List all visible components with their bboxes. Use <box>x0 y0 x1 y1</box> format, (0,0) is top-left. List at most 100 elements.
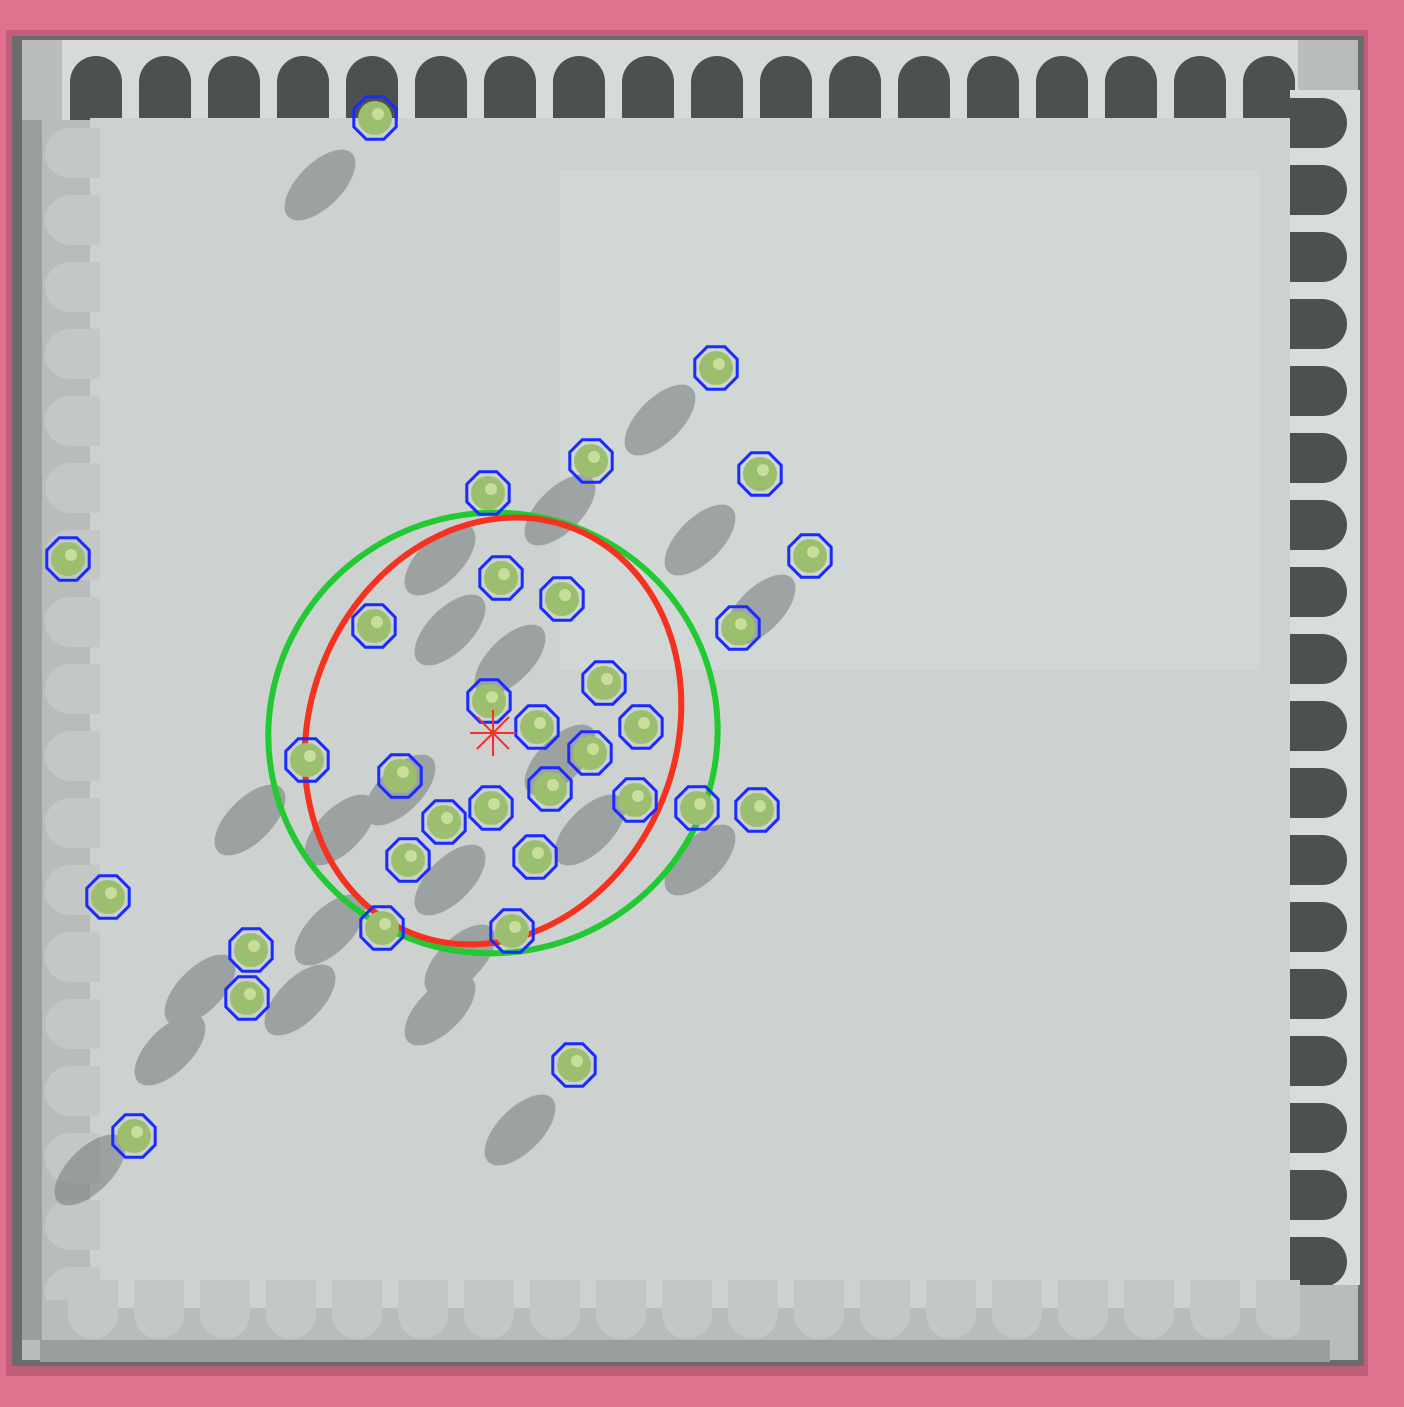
bottom-wall-gap <box>40 1340 1330 1362</box>
organism-marker <box>514 704 560 750</box>
organism-marker <box>715 605 761 651</box>
organism-markers <box>45 95 833 1159</box>
marker-ring <box>693 345 739 391</box>
organism-marker <box>352 95 398 141</box>
organism-highlight <box>559 589 571 601</box>
left-wall-gap <box>22 120 42 1340</box>
marker-ring <box>551 1042 597 1088</box>
organism-highlight <box>757 464 769 476</box>
marker-ring <box>567 730 613 776</box>
marker-ring <box>618 704 664 750</box>
organism-marker <box>489 908 535 954</box>
organism-highlight <box>588 451 600 463</box>
organism-marker <box>512 834 558 880</box>
marker-ring <box>385 837 431 883</box>
organism-marker <box>478 555 524 601</box>
organism-highlight <box>571 1055 583 1067</box>
organism-marker <box>734 787 780 833</box>
outer-spread-ellipse <box>265 509 721 957</box>
organism-highlight <box>379 918 391 930</box>
bottom-scallop-strip <box>60 1280 1300 1350</box>
marker-ring <box>351 603 397 649</box>
organism-marker <box>377 753 423 799</box>
organism-highlight <box>488 798 500 810</box>
marker-ring <box>465 470 511 516</box>
organism-highlight <box>587 743 599 755</box>
organism-highlight <box>372 108 384 120</box>
organism-highlight <box>405 850 417 862</box>
marker-ring <box>514 704 560 750</box>
organism-highlight <box>532 847 544 859</box>
marker-ring <box>45 536 91 582</box>
organism-marker <box>421 799 467 845</box>
organism-highlight <box>713 358 725 370</box>
organism-highlight <box>632 790 644 802</box>
organism-highlight <box>498 568 510 580</box>
organism-marker <box>787 533 833 579</box>
organism-marker <box>465 470 511 516</box>
organism-marker <box>85 874 131 920</box>
organism-marker <box>45 536 91 582</box>
marker-ring <box>478 555 524 601</box>
marker-ring <box>787 533 833 579</box>
organism-marker <box>539 576 585 622</box>
marker-ring <box>737 451 783 497</box>
organism-marker <box>468 785 514 831</box>
marker-ring <box>581 660 627 706</box>
organism-highlight <box>694 798 706 810</box>
organism-marker <box>224 975 270 1021</box>
organism-shadows <box>54 149 796 1206</box>
organism-highlight <box>638 717 650 729</box>
organism-marker <box>385 837 431 883</box>
organism-highlight <box>371 616 383 628</box>
marker-ring <box>715 605 761 651</box>
marker-ring <box>111 1113 157 1159</box>
left-scallop-strip <box>40 120 100 1300</box>
organism-highlight <box>485 483 497 495</box>
organism-highlight <box>131 1126 143 1138</box>
organism-highlight <box>486 691 498 703</box>
organism-highlight <box>441 812 453 824</box>
marker-ring <box>568 438 614 484</box>
organism-marker <box>612 777 658 823</box>
organism-highlight <box>397 766 409 778</box>
marker-ring <box>224 975 270 1021</box>
organism-marker <box>359 905 405 951</box>
marker-ring <box>674 785 720 831</box>
organism-marker <box>466 678 512 724</box>
organism-highlight <box>754 800 766 812</box>
organism-marker <box>351 603 397 649</box>
organism-highlight <box>601 673 613 685</box>
centroid-marker <box>470 710 516 756</box>
marker-ring <box>284 737 330 783</box>
marker-ring <box>489 908 535 954</box>
organism-marker <box>674 785 720 831</box>
marker-ring <box>85 874 131 920</box>
inner-spread-ellipse <box>301 514 685 948</box>
organism-marker <box>567 730 613 776</box>
organism-highlight <box>304 750 316 762</box>
top-scallop-strip <box>62 40 1298 120</box>
marker-ring <box>421 799 467 845</box>
organism-highlight <box>248 940 260 952</box>
organism-marker <box>693 345 739 391</box>
marker-ring <box>377 753 423 799</box>
marker-ring <box>734 787 780 833</box>
organism-highlight <box>807 546 819 558</box>
marker-ring <box>512 834 558 880</box>
organism-marker <box>111 1113 157 1159</box>
marker-ring <box>228 927 274 973</box>
organism-highlight <box>244 988 256 1000</box>
organism-marker <box>737 451 783 497</box>
organism-marker <box>284 737 330 783</box>
organism-highlight <box>105 887 117 899</box>
marker-ring <box>468 785 514 831</box>
organism-highlight <box>65 549 77 561</box>
organism-marker <box>618 704 664 750</box>
right-scallop-strip <box>1290 90 1360 1285</box>
marker-ring <box>466 678 512 724</box>
organism-marker <box>568 438 614 484</box>
marker-ring <box>539 576 585 622</box>
organism-highlight <box>534 717 546 729</box>
